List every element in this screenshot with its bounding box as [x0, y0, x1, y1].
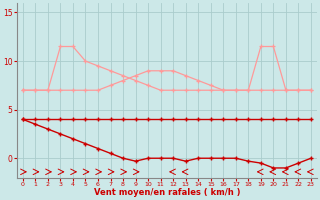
- X-axis label: Vent moyen/en rafales ( km/h ): Vent moyen/en rafales ( km/h ): [94, 188, 240, 197]
